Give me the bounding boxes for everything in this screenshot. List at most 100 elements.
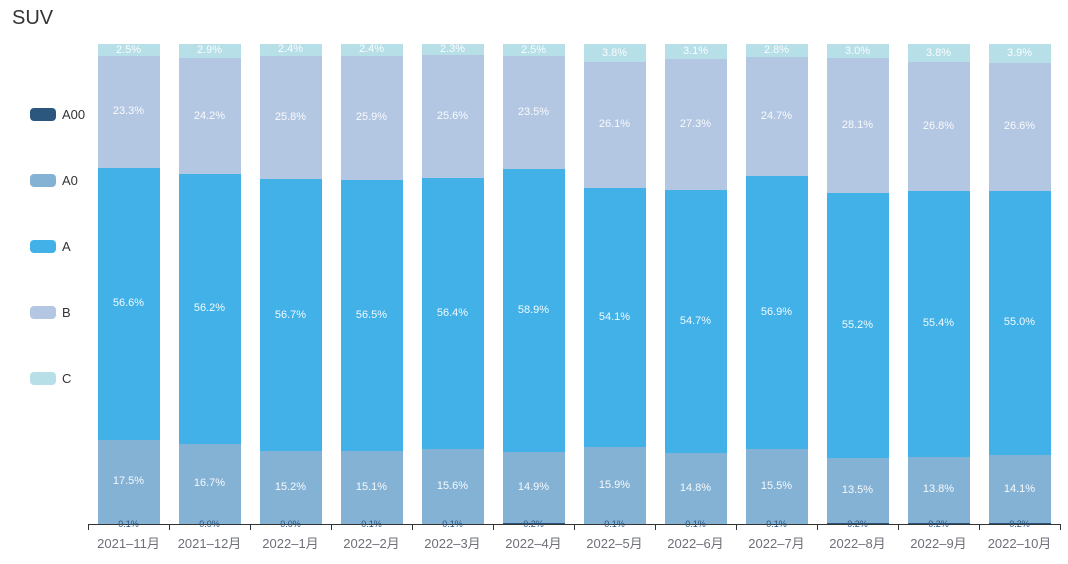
- bar-segment-b[interactable]: 25.6%: [421, 55, 484, 178]
- axis-tick: [250, 524, 251, 530]
- bar-segment-a00[interactable]: [826, 523, 889, 524]
- bar-segment-b[interactable]: 27.3%: [664, 58, 727, 190]
- bar-segment-a[interactable]: 55.2%: [826, 193, 889, 459]
- bar-column: 0.2% 14.1% 55.0% 26.6% 3.9%: [979, 44, 1060, 529]
- bar-segment-c[interactable]: 2.9%: [178, 44, 241, 58]
- stacked-bar-2022–2月[interactable]: 0.1% 15.1% 56.5% 25.9% 2.4%: [340, 44, 403, 529]
- bar-segment-a00[interactable]: [988, 523, 1051, 524]
- bar-column: 0.0% 15.2% 56.7% 25.8% 2.4%: [250, 44, 331, 529]
- stacked-bar-2022–6月[interactable]: 0.1% 14.8% 54.7% 27.3% 3.1%: [664, 44, 727, 529]
- segment-label: 2.5%: [115, 43, 142, 56]
- bar-column: 0.2% 13.5% 55.2% 28.1% 3.0%: [817, 44, 898, 529]
- bar-segment-a[interactable]: 54.1%: [583, 187, 646, 448]
- bar-segment-b[interactable]: 25.9%: [340, 55, 403, 180]
- bar-segment-b[interactable]: 26.6%: [988, 62, 1051, 191]
- stacked-bar-2022–3月[interactable]: 0.1% 15.6% 56.4% 25.6% 2.3%: [421, 44, 484, 529]
- bar-segment-a0[interactable]: 13.8%: [907, 456, 970, 524]
- stacked-bar-2022–9月[interactable]: 0.2% 13.8% 55.4% 26.8% 3.8%: [907, 44, 970, 529]
- segment-label: 23.5%: [517, 105, 550, 118]
- bar-segment-b[interactable]: 24.7%: [745, 57, 808, 177]
- bar-segment-a[interactable]: 55.0%: [988, 190, 1051, 456]
- bar-segment-a00[interactable]: [502, 523, 565, 524]
- bar-segment-a[interactable]: 56.4%: [421, 177, 484, 449]
- bar-segment-a0[interactable]: 15.1%: [340, 451, 403, 524]
- stacked-bar-2022–4月[interactable]: 0.2% 14.9% 58.9% 23.5% 2.5%: [502, 44, 565, 529]
- x-axis-label: 2022–4月: [505, 536, 562, 551]
- bar-segment-c[interactable]: 3.1%: [664, 44, 727, 59]
- bar-segment-a0[interactable]: 15.9%: [583, 447, 646, 524]
- bar-segment-a[interactable]: 56.6%: [97, 167, 160, 440]
- segment-label: 55.4%: [922, 317, 955, 330]
- bar-segment-a[interactable]: 56.5%: [340, 179, 403, 452]
- bar-segment-a0[interactable]: 15.6%: [421, 448, 484, 524]
- bar-segment-b[interactable]: 25.8%: [259, 55, 322, 180]
- stacked-bar-2021–12月[interactable]: 0.0% 16.7% 56.2% 24.2% 2.9%: [178, 44, 241, 529]
- bar-segment-b[interactable]: 26.1%: [583, 62, 646, 188]
- bar-segment-a0[interactable]: 14.9%: [502, 451, 565, 524]
- bar-segment-a[interactable]: 54.7%: [664, 189, 727, 453]
- segment-label: 14.9%: [517, 480, 550, 493]
- bar-segment-c[interactable]: 3.9%: [988, 44, 1051, 63]
- legend-swatch: [30, 174, 56, 187]
- bar-segment-b[interactable]: 26.8%: [907, 62, 970, 191]
- bar-segment-c[interactable]: 3.8%: [583, 44, 646, 63]
- stacked-bar-2022–10月[interactable]: 0.2% 14.1% 55.0% 26.6% 3.9%: [988, 44, 1051, 529]
- bar-segment-b[interactable]: 28.1%: [826, 58, 889, 194]
- bar-segment-a0[interactable]: 14.8%: [664, 452, 727, 524]
- segment-label: 15.1%: [355, 480, 388, 493]
- legend-label: B: [62, 305, 71, 320]
- bar-segment-b[interactable]: 23.3%: [97, 56, 160, 168]
- bar-segment-c[interactable]: 2.4%: [259, 44, 322, 56]
- bar-segment-c[interactable]: 2.5%: [97, 43, 160, 57]
- bar-segment-c[interactable]: 2.3%: [421, 44, 484, 56]
- x-axis-label: 2022–2月: [343, 536, 400, 551]
- segment-label: 3.8%: [925, 46, 952, 59]
- stacked-bar-2022–1月[interactable]: 0.0% 15.2% 56.7% 25.8% 2.4%: [259, 44, 322, 529]
- legend-item-a[interactable]: A: [30, 239, 85, 254]
- plot-area: 0.1% 17.5% 56.6% 23.3% 2.5% 0.0% 16.7% 56.2% 24.…: [88, 43, 1060, 529]
- legend-item-b[interactable]: B: [30, 305, 85, 320]
- bar-segment-c[interactable]: 3.8%: [907, 44, 970, 63]
- legend-item-a00[interactable]: A00: [30, 107, 85, 122]
- x-axis-label: 2022–1月: [262, 536, 319, 551]
- bar-segment-c[interactable]: 2.5%: [502, 44, 565, 57]
- bar-segment-a0[interactable]: 14.1%: [988, 455, 1051, 524]
- legend-item-c[interactable]: C: [30, 371, 85, 386]
- bar-column: 0.1% 17.5% 56.6% 23.3% 2.5%: [88, 43, 169, 529]
- axis-tick: [979, 524, 980, 530]
- bar-column: 0.1% 15.6% 56.4% 25.6% 2.3%: [412, 44, 493, 529]
- bar-segment-a[interactable]: 56.2%: [178, 174, 241, 444]
- page-title: SUV: [12, 7, 54, 29]
- bar-segment-b[interactable]: 24.2%: [178, 57, 241, 175]
- bar-segment-a00[interactable]: [907, 523, 970, 524]
- segment-label-a00: 0.0%: [280, 519, 301, 529]
- bar-segment-a0[interactable]: 15.2%: [259, 451, 322, 524]
- segment-label: 3.9%: [1006, 46, 1033, 59]
- x-axis-label: 2021–11月: [97, 536, 160, 551]
- stacked-bar-2021–11月[interactable]: 0.1% 17.5% 56.6% 23.3% 2.5%: [97, 43, 160, 529]
- bar-segment-a[interactable]: 58.9%: [502, 168, 565, 452]
- stacked-bar-2022–7月[interactable]: 0.1% 15.5% 56.9% 24.7% 2.8%: [745, 44, 808, 529]
- stacked-bar-2022–5月[interactable]: 0.1% 15.9% 54.1% 26.1% 3.8%: [583, 44, 646, 529]
- bar-segment-a[interactable]: 56.9%: [745, 176, 808, 450]
- bar-segment-c[interactable]: 3.0%: [826, 44, 889, 59]
- segment-label: 56.6%: [112, 297, 145, 310]
- bar-segment-b[interactable]: 23.5%: [502, 56, 565, 169]
- bar-segment-a[interactable]: 55.4%: [907, 190, 970, 457]
- bar-segment-a0[interactable]: 13.5%: [826, 458, 889, 524]
- segment-label: 13.5%: [841, 484, 874, 497]
- segment-label: 15.6%: [436, 479, 469, 492]
- legend-item-a0[interactable]: A0: [30, 173, 85, 188]
- bar-segment-a[interactable]: 56.7%: [259, 179, 322, 452]
- x-axis-label: 2022–8月: [829, 536, 886, 551]
- bar-segment-a0[interactable]: 17.5%: [97, 439, 160, 524]
- bar-segment-c[interactable]: 2.4%: [340, 44, 403, 56]
- bar-segment-a0[interactable]: 16.7%: [178, 443, 241, 524]
- axis-tick: [493, 524, 494, 530]
- stacked-bar-2022–8月[interactable]: 0.2% 13.5% 55.2% 28.1% 3.0%: [826, 44, 889, 529]
- bar-segment-c[interactable]: 2.8%: [745, 44, 808, 58]
- segment-label: 55.0%: [1003, 316, 1036, 329]
- axis-tick: [88, 524, 89, 530]
- bar-segment-a0[interactable]: 15.5%: [745, 449, 808, 524]
- axis-tick: [1060, 524, 1061, 530]
